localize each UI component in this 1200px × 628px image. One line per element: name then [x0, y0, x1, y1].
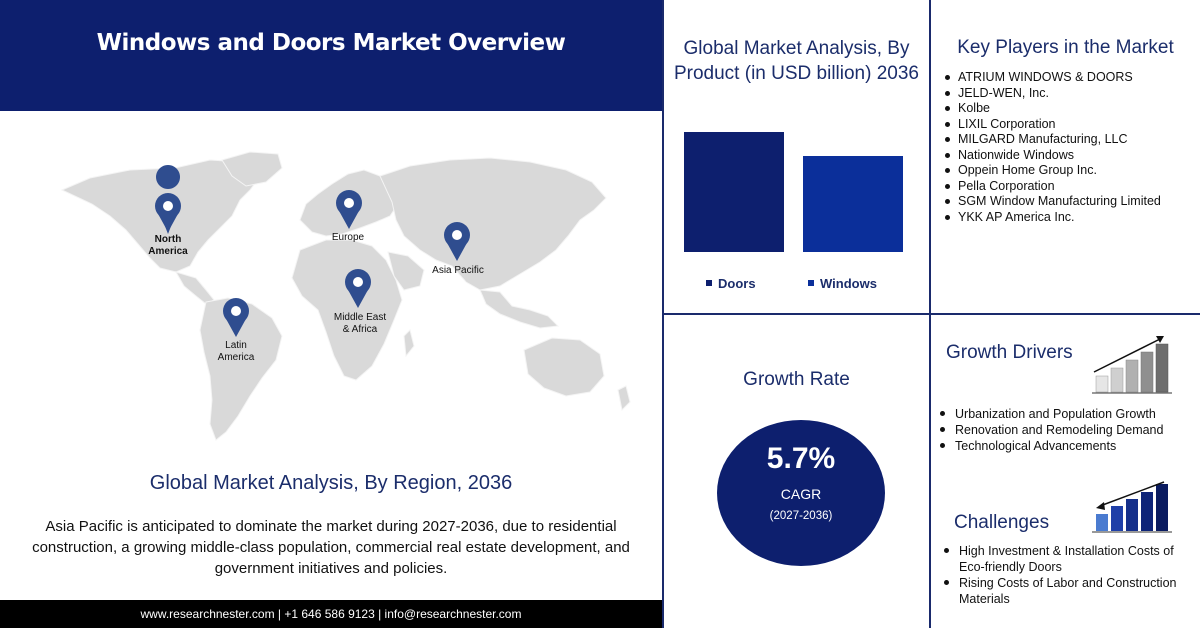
map-pin-icon[interactable]	[444, 222, 470, 261]
list-item: MILGARD Manufacturing, LLC	[943, 132, 1193, 148]
region-label: & Africa	[343, 324, 378, 335]
region-label: Asia Pacific	[432, 265, 484, 276]
region-label: North	[155, 234, 182, 245]
greenland-landmass	[221, 151, 283, 187]
cagr-value: 5.7%	[766, 442, 836, 475]
list-item: Renovation and Remodeling Demand	[938, 422, 1196, 438]
bar-doors	[684, 132, 784, 252]
growth-rate-title: Growth Rate	[743, 369, 850, 390]
list-item: Technological Advancements	[938, 438, 1196, 454]
region-label: Middle East	[334, 312, 386, 323]
region-section-title: Global Market Analysis, By Region, 2036	[149, 472, 513, 494]
asia-landmass	[379, 157, 607, 291]
list-item: LIXIL Corporation	[943, 117, 1193, 133]
list-item: SGM Window Manufacturing Limited	[943, 194, 1193, 210]
key-players-list: ATRIUM WINDOWS & DOORS JELD-WEN, Inc. Ko…	[943, 70, 1193, 225]
footer-contact: www.researchnester.com | +1 646 586 9123…	[0, 600, 662, 628]
list-item: Kolbe	[943, 101, 1193, 117]
list-item: YKK AP America Inc.	[943, 210, 1193, 226]
header-banner: Windows and Doors Market Overview	[0, 0, 662, 111]
challenges-title: Challenges	[954, 512, 1050, 533]
australia-landmass	[523, 337, 605, 397]
product-bar-chart: Doors Windows	[684, 132, 903, 291]
map-pin-icon[interactable]	[155, 165, 181, 234]
challenges-list: High Investment & Installation Costs of …	[942, 543, 1198, 607]
region-labels: North America Europe Asia Pacific Middle…	[148, 232, 484, 363]
list-item: Oppein Home Group Inc.	[943, 163, 1193, 179]
world-map: North America Europe Asia Pacific Middle…	[60, 151, 631, 441]
list-item: Urbanization and Population Growth	[938, 406, 1196, 422]
list-item: Rising Costs of Labor and Construction M…	[942, 575, 1198, 607]
list-item: Pella Corporation	[943, 179, 1193, 195]
product-chart-title: Global Market Analysis, By Product (in U…	[673, 38, 919, 84]
new-zealand-landmass	[617, 385, 631, 412]
map-pin-icon[interactable]	[223, 298, 249, 337]
region-label: America	[218, 352, 255, 363]
legend-swatch	[808, 280, 814, 286]
cagr-badge: 5.7% CAGR (2027-2036)	[717, 420, 885, 566]
southeast-asia-landmass	[479, 289, 560, 329]
list-item: JELD-WEN, Inc.	[943, 86, 1193, 102]
south-america-landmass	[199, 297, 283, 441]
madagascar-landmass	[403, 329, 415, 358]
map-pin-icon[interactable]	[336, 190, 362, 229]
growth-drivers-list: Urbanization and Population Growth Renov…	[938, 406, 1196, 454]
land-masses	[60, 151, 631, 441]
central-america-landmass	[174, 271, 215, 305]
page-title: Windows and Doors Market Overview	[96, 30, 566, 56]
map-pin-icon[interactable]	[345, 269, 371, 308]
cagr-label: CAGR	[780, 486, 822, 502]
region-label: Latin	[225, 340, 247, 351]
region-label: America	[148, 246, 188, 257]
growth-drivers-title: Growth Drivers	[946, 342, 1073, 363]
rising-bars-icon	[1092, 336, 1172, 394]
legend-label: Windows	[820, 276, 877, 291]
list-item: ATRIUM WINDOWS & DOORS	[943, 70, 1193, 86]
arabia-landmass	[387, 251, 425, 291]
region-label: Europe	[332, 232, 365, 243]
africa-landmass	[291, 239, 403, 381]
key-players-title: Key Players in the Market	[957, 37, 1174, 58]
region-pins	[155, 165, 470, 337]
cagr-period: (2027-2036)	[769, 510, 833, 522]
legend-label: Doors	[718, 276, 756, 291]
legend-swatch	[706, 280, 712, 286]
divider-horizontal	[662, 313, 1200, 315]
list-item: Nationwide Windows	[943, 148, 1193, 164]
list-item: High Investment & Installation Costs of …	[942, 543, 1198, 575]
bar-windows	[803, 156, 903, 252]
region-description: Asia Pacific is anticipated to dominate …	[32, 518, 630, 577]
falling-trend-bars-icon	[1092, 481, 1172, 533]
